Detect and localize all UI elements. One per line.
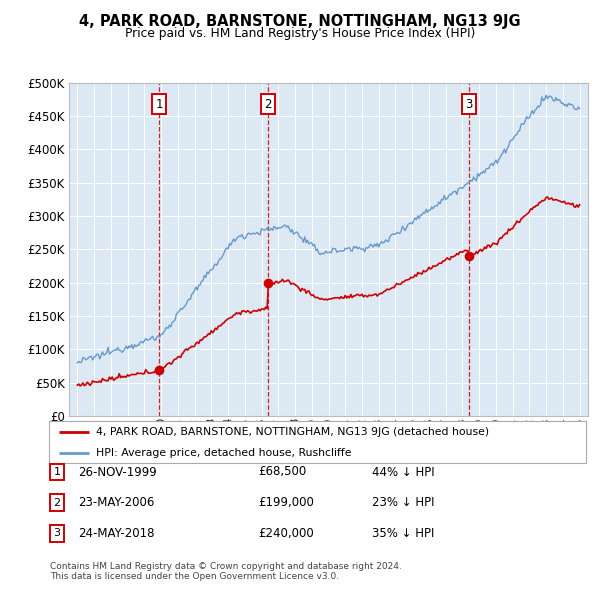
Text: £68,500: £68,500 <box>258 466 306 478</box>
Text: This data is licensed under the Open Government Licence v3.0.: This data is licensed under the Open Gov… <box>50 572 339 581</box>
Text: 2: 2 <box>53 498 61 507</box>
Text: Contains HM Land Registry data © Crown copyright and database right 2024.: Contains HM Land Registry data © Crown c… <box>50 562 401 571</box>
Text: 1: 1 <box>53 467 61 477</box>
Text: 35% ↓ HPI: 35% ↓ HPI <box>372 527 434 540</box>
Text: £240,000: £240,000 <box>258 527 314 540</box>
Text: 4, PARK ROAD, BARNSTONE, NOTTINGHAM, NG13 9JG: 4, PARK ROAD, BARNSTONE, NOTTINGHAM, NG1… <box>79 14 521 29</box>
Text: 3: 3 <box>465 98 473 111</box>
Text: HPI: Average price, detached house, Rushcliffe: HPI: Average price, detached house, Rush… <box>97 448 352 458</box>
Text: £199,000: £199,000 <box>258 496 314 509</box>
Text: 2: 2 <box>265 98 272 111</box>
Text: 23-MAY-2006: 23-MAY-2006 <box>78 496 154 509</box>
Text: Price paid vs. HM Land Registry's House Price Index (HPI): Price paid vs. HM Land Registry's House … <box>125 27 475 40</box>
Text: 3: 3 <box>53 529 61 538</box>
Text: 4, PARK ROAD, BARNSTONE, NOTTINGHAM, NG13 9JG (detached house): 4, PARK ROAD, BARNSTONE, NOTTINGHAM, NG1… <box>97 427 490 437</box>
Text: 24-MAY-2018: 24-MAY-2018 <box>78 527 155 540</box>
Text: 44% ↓ HPI: 44% ↓ HPI <box>372 466 434 478</box>
Text: 23% ↓ HPI: 23% ↓ HPI <box>372 496 434 509</box>
Text: 26-NOV-1999: 26-NOV-1999 <box>78 466 157 478</box>
Text: 1: 1 <box>155 98 163 111</box>
